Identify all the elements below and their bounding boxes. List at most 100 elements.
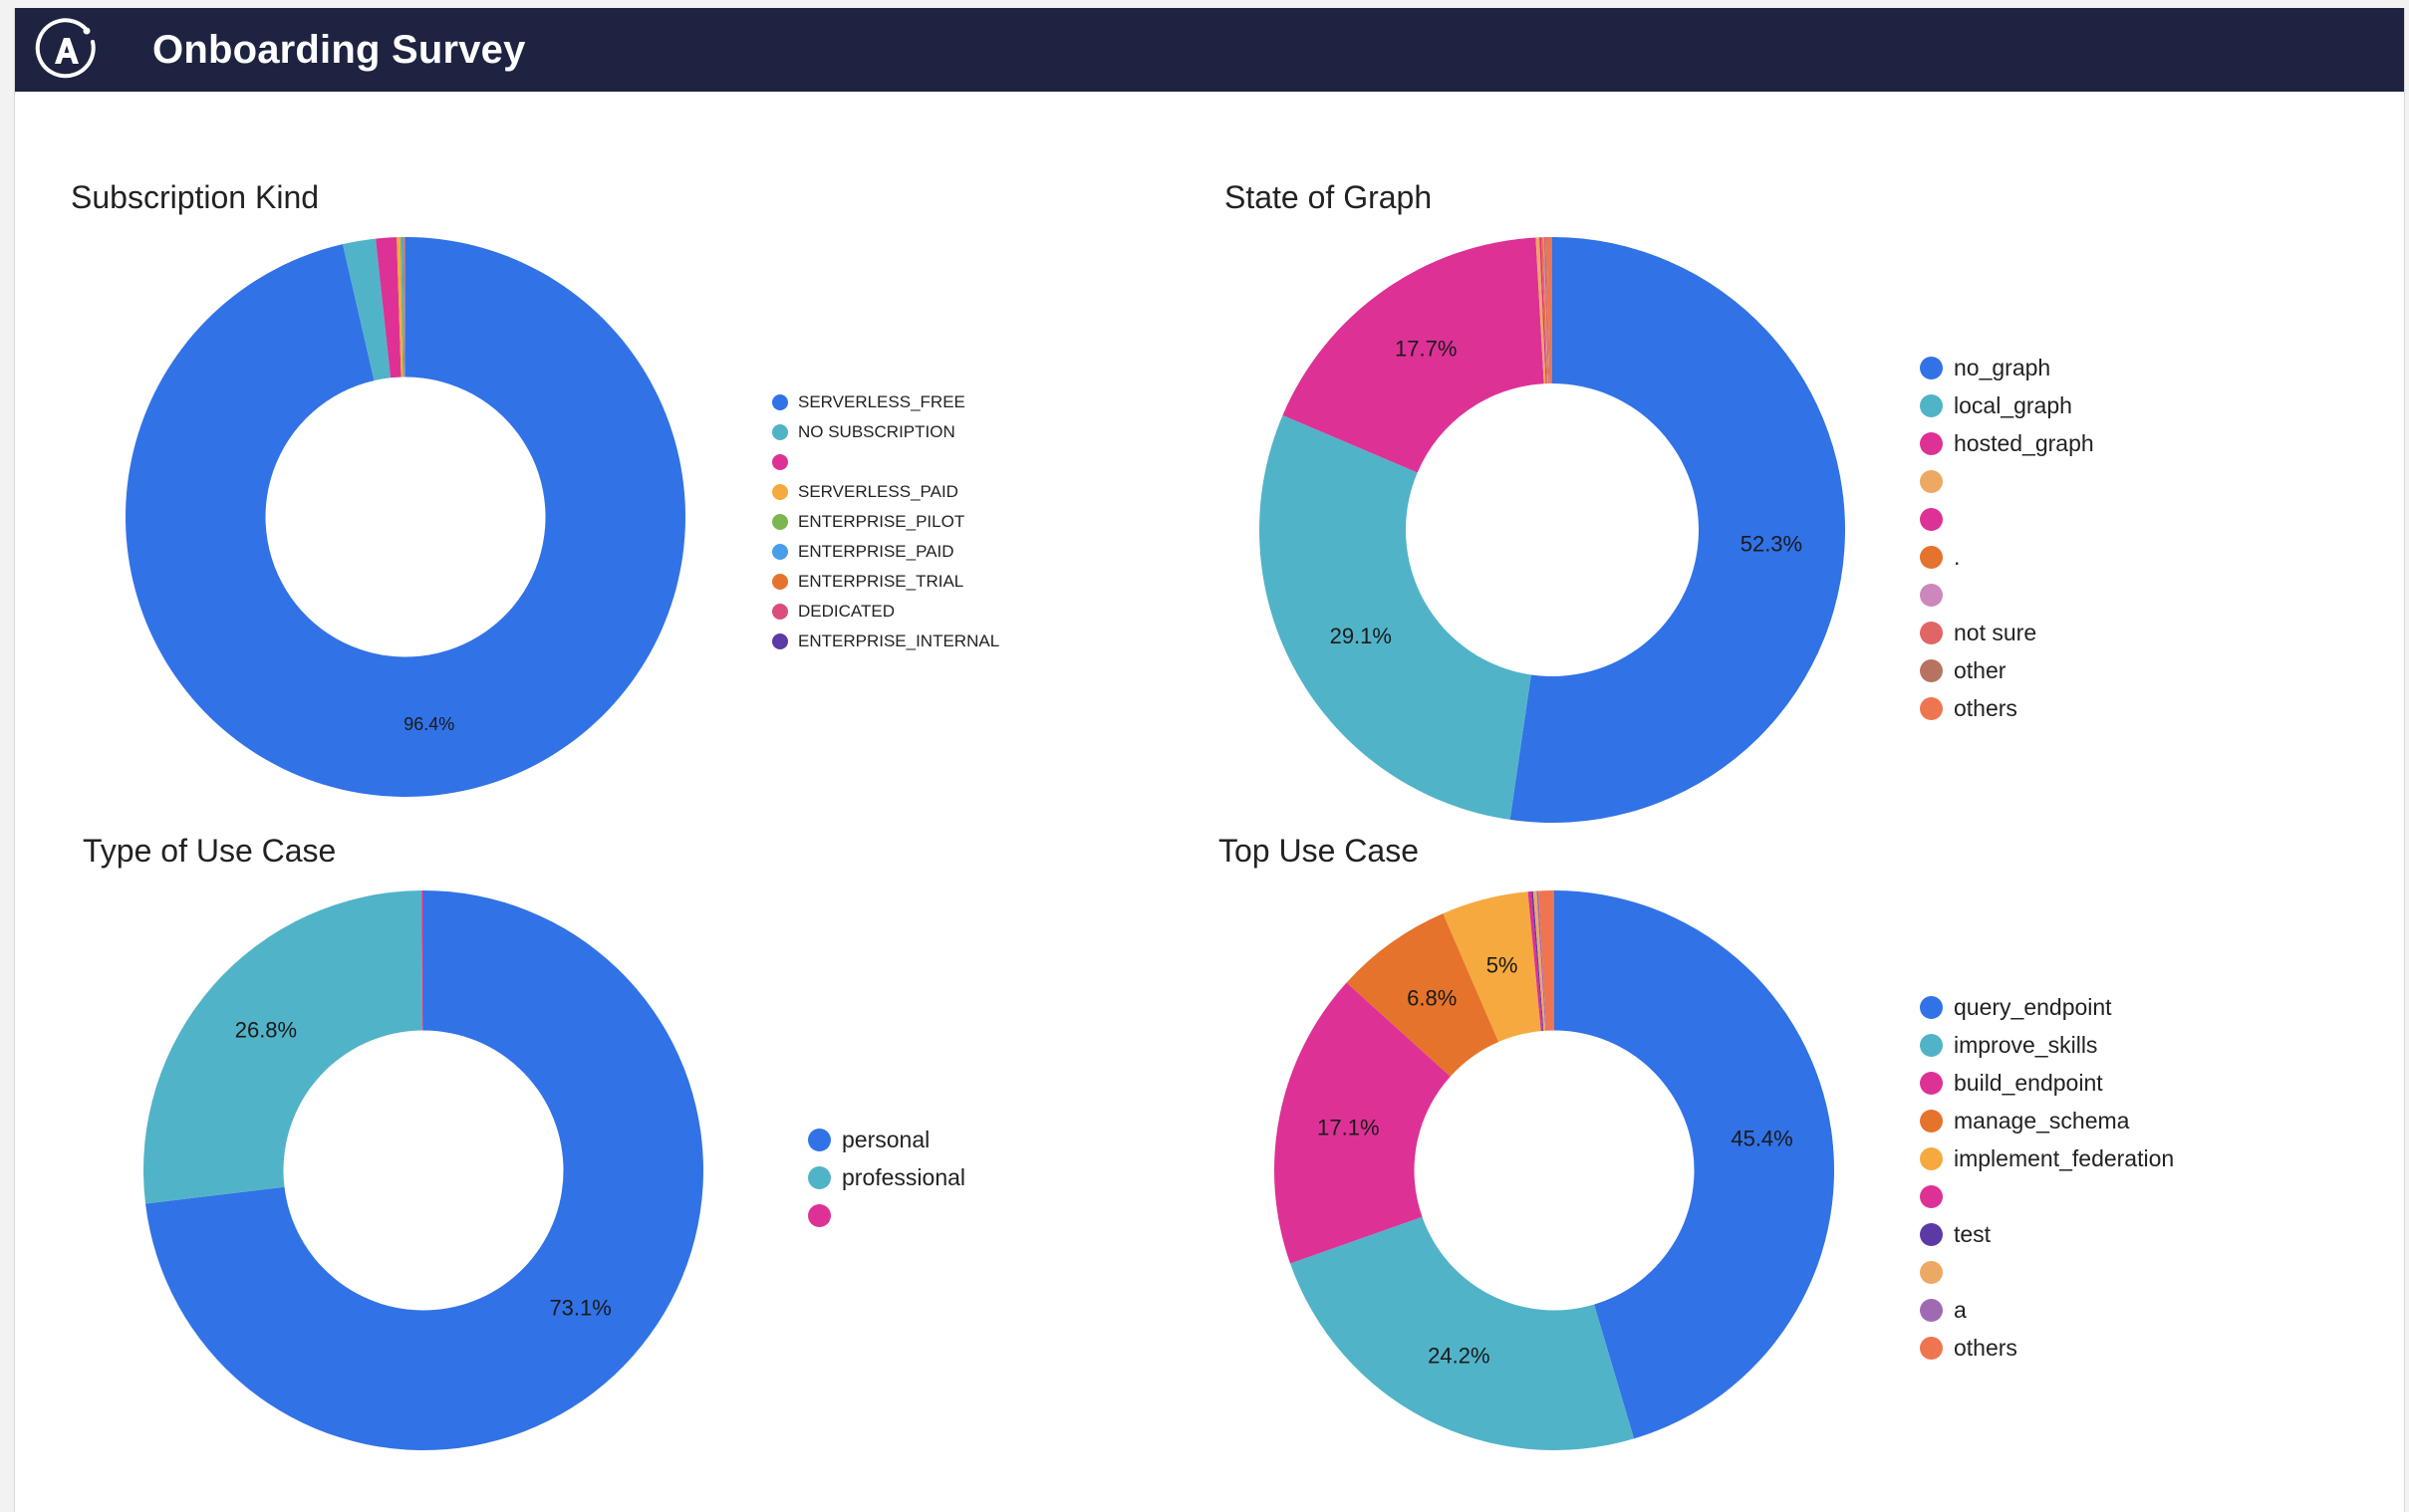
legend-label: others: [1954, 1334, 2017, 1361]
legend-item-unlabeled-7[interactable]: [1920, 1253, 2174, 1291]
legend-item-other[interactable]: other: [1920, 651, 2094, 689]
slice-local-graph[interactable]: [1259, 414, 1531, 820]
slice-unlabeled-2[interactable]: [421, 890, 423, 1031]
legend-label: ENTERPRISE_PAID: [798, 542, 954, 561]
legend-swatch-icon: [1920, 1184, 1943, 1208]
slice-enterprise-paid[interactable]: [402, 237, 405, 378]
slice-enterprise-pilot[interactable]: [400, 237, 404, 378]
legend-swatch-icon: [1920, 469, 1943, 493]
legend-state-of-graph: no_graph local_graph hosted_graph. not sure…: [1920, 349, 2094, 727]
legend-item-a[interactable]: a: [1920, 1291, 2174, 1329]
apollo-logo-icon[interactable]: [35, 18, 99, 82]
legend-label: personal: [842, 1126, 931, 1152]
donut-chart-type-of-use-case[interactable]: 73.1% 26.8%: [143, 890, 703, 1450]
legend-type-of-use-case: personal professional: [808, 1121, 965, 1234]
slice-unlabeled-2[interactable]: [376, 237, 402, 378]
legend-item-others[interactable]: others: [1920, 1329, 2174, 1367]
slice-serverless-free[interactable]: [125, 237, 685, 797]
slice-unlabeled-6[interactable]: [1542, 237, 1548, 384]
legend-swatch-icon: [1920, 507, 1943, 531]
legend-label: hosted_graph: [1954, 429, 2094, 456]
legend-item-unlabeled-3[interactable]: [1920, 462, 2094, 500]
slice-unlabeled-4[interactable]: [1539, 237, 1547, 384]
legend-item-manage-schema[interactable]: manage_schema: [1920, 1102, 2174, 1139]
chart-title-subscription-kind: Subscription Kind: [71, 179, 320, 215]
slice-unlabeled-5[interactable]: [1527, 890, 1543, 1032]
data-label-improve-skills: 24.2%: [1428, 1344, 1489, 1369]
legend-swatch-icon: [1920, 356, 1943, 379]
data-label-personal: 73.1%: [549, 1296, 611, 1321]
slice-personal[interactable]: [144, 890, 703, 1450]
legend-item-serverless-paid[interactable]: SERVERLESS_PAID: [772, 477, 999, 507]
slice-no-graph[interactable]: [1509, 237, 1846, 823]
legend-item-local-graph[interactable]: local_graph: [1920, 386, 2094, 424]
slice-improve-skills[interactable]: [1290, 1216, 1635, 1450]
slice-dedicated[interactable]: [404, 237, 405, 378]
slice-others[interactable]: [1538, 890, 1554, 1031]
donut-chart-subscription-kind[interactable]: 96.4%: [125, 237, 685, 797]
legend-item-build-endpoint[interactable]: build_endpoint: [1920, 1064, 2174, 1102]
slice-serverless-paid[interactable]: [397, 237, 403, 378]
legend-item-unlabeled-5[interactable]: [1920, 1177, 2174, 1215]
legend-item-others[interactable]: others: [1920, 689, 2094, 727]
legend-item-unlabeled-2[interactable]: [808, 1196, 965, 1234]
slice-unlabeled-5[interactable]: [1540, 237, 1548, 384]
slice-a[interactable]: [1536, 890, 1547, 1031]
slice-not-sure[interactable]: [1543, 237, 1549, 384]
legend-item-no-graph[interactable]: no_graph: [1920, 349, 2094, 386]
slice-manage-schema[interactable]: [1346, 913, 1499, 1077]
legend-item-professional[interactable]: professional: [808, 1158, 965, 1196]
donut-chart-state-of-graph[interactable]: 52.3% 29.1% 17.7%: [1259, 237, 1846, 823]
legend-swatch-icon: [1920, 1071, 1943, 1095]
app-header: Onboarding Survey: [15, 8, 2404, 92]
slice-enterprise-trial[interactable]: [403, 237, 405, 378]
legend-item-unlabeled-2[interactable]: [772, 447, 999, 477]
legend-label: ENTERPRISE_PILOT: [798, 512, 965, 531]
legend-item-unlabeled-4[interactable]: [1920, 500, 2094, 538]
slice-implement-federation[interactable]: [1443, 891, 1541, 1043]
page-title: Onboarding Survey: [152, 28, 526, 72]
slice-test[interactable]: [1531, 890, 1544, 1031]
slice-others[interactable]: [1546, 237, 1552, 384]
legend-swatch-icon: [808, 1203, 831, 1227]
legend-item-implement-federation[interactable]: implement_federation: [1920, 1139, 2174, 1177]
slice-unlabeled-7[interactable]: [1532, 890, 1546, 1031]
legend-item-unlabeled-6[interactable]: [1920, 576, 2094, 614]
slice-build-endpoint[interactable]: [1274, 982, 1451, 1264]
slice-no-subscription[interactable]: [342, 238, 392, 381]
legend-item-enterprise-internal[interactable]: ENTERPRISE_INTERNAL: [772, 627, 999, 656]
legend-label: DEDICATED: [798, 602, 895, 621]
legend-item-enterprise-paid[interactable]: ENTERPRISE_PAID: [772, 537, 999, 567]
slice-query-endpoint[interactable]: [1554, 890, 1834, 1439]
data-label-build-endpoint: 17.1%: [1317, 1115, 1379, 1139]
donut-chart-top-use-case[interactable]: 45.4% 24.2% 17.1% 6.8% 5%: [1274, 890, 1834, 1450]
legend-item-not-sure[interactable]: not sure: [1920, 614, 2094, 651]
slice-other[interactable]: [1545, 237, 1550, 384]
legend-label: test: [1954, 1220, 1992, 1247]
legend-swatch-icon: [1920, 1260, 1943, 1284]
legend-item-personal[interactable]: personal: [808, 1121, 965, 1158]
slice-unlabeled-3[interactable]: [1535, 237, 1546, 384]
legend-item-test[interactable]: test: [1920, 1215, 2174, 1253]
legend-item-enterprise-trial[interactable]: ENTERPRISE_TRIAL: [772, 567, 999, 597]
legend-item-serverless-free[interactable]: SERVERLESS_FREE: [772, 387, 999, 417]
legend-item-no-subscription[interactable]: NO SUBSCRIPTION: [772, 417, 999, 447]
legend-swatch-icon: [1920, 545, 1943, 569]
legend-label: implement_federation: [1954, 1144, 2175, 1171]
slice-professional[interactable]: [143, 890, 423, 1204]
legend-item-dedicated[interactable]: DEDICATED: [772, 597, 999, 627]
legend-item-query-endpoint[interactable]: query_endpoint: [1920, 988, 2174, 1026]
legend-item-enterprise-pilot[interactable]: ENTERPRISE_PILOT: [772, 507, 999, 537]
legend-swatch-icon: [772, 604, 788, 620]
slice-hosted-graph[interactable]: [1282, 237, 1544, 473]
legend-item-hosted-graph[interactable]: hosted_graph: [1920, 424, 2094, 462]
legend-label: SERVERLESS_FREE: [798, 392, 965, 411]
legend-label: ENTERPRISE_TRIAL: [798, 572, 964, 591]
legend-item-unlabeled-5[interactable]: .: [1920, 538, 2094, 576]
legend-swatch-icon: [772, 484, 788, 500]
legend-swatch-icon: [1920, 658, 1943, 682]
legend-swatch-icon: [772, 394, 788, 410]
legend-swatch-icon: [772, 454, 788, 470]
data-label-query-endpoint: 45.4%: [1731, 1126, 1792, 1150]
legend-item-improve-skills[interactable]: improve_skills: [1920, 1026, 2174, 1064]
